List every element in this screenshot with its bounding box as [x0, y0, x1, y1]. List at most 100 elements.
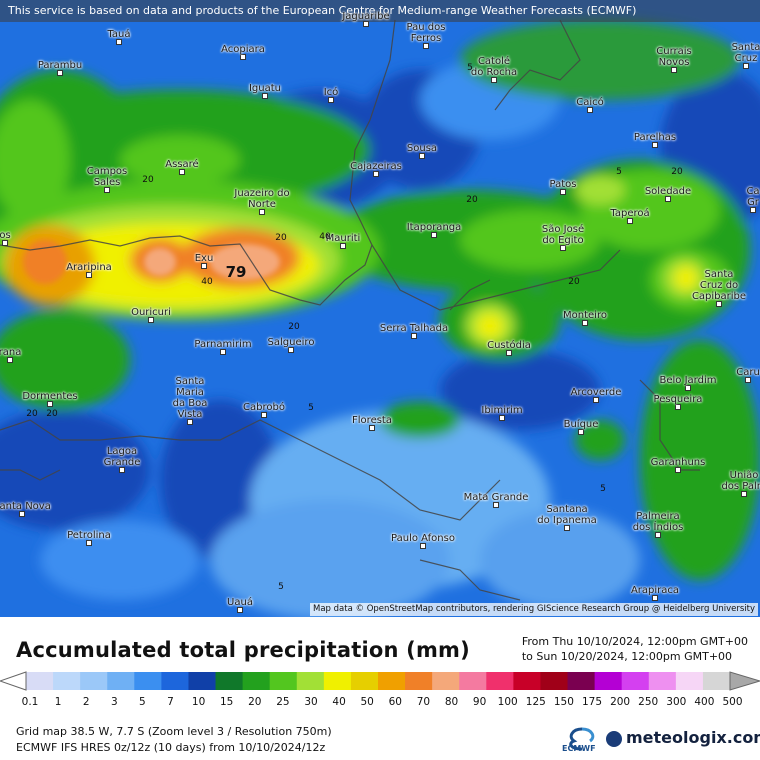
city-marker: [148, 317, 154, 323]
city-label: Taperoá: [610, 208, 650, 219]
city-label: Juazeiro do Norte: [234, 188, 290, 210]
scale-swatch: [675, 672, 704, 690]
city-marker: [201, 263, 207, 269]
scale-level-label: 30: [304, 696, 318, 708]
city-label: Monteiro: [563, 310, 607, 321]
city-label: Santa Cruz: [731, 42, 760, 64]
meteologix-logo-icon: [606, 731, 622, 747]
city-marker: [420, 543, 426, 549]
scale-swatch: [107, 672, 135, 690]
scale-level-label: 0.1: [21, 696, 39, 708]
scale-level-label: 400: [694, 696, 715, 708]
city-marker: [671, 67, 677, 73]
city-marker: [328, 97, 334, 103]
city-label: Palmeira dos Índios: [632, 511, 684, 533]
contour-value-label: 20: [466, 195, 478, 205]
city-marker: [560, 245, 566, 251]
precipitation-field: [0, 0, 760, 617]
city-label: Caru: [736, 367, 760, 378]
city-marker: [423, 43, 429, 49]
contour-value-label: 5: [616, 167, 622, 177]
max-precip-label: 79: [225, 263, 247, 281]
scale-swatch: [80, 672, 108, 690]
scale-level-label: 60: [388, 696, 402, 708]
city-marker: [261, 412, 267, 418]
scale-level-label: 7: [167, 696, 174, 708]
city-label: Arcoverde: [570, 387, 622, 398]
city-marker: [743, 63, 749, 69]
city-label: Exu: [194, 253, 214, 264]
city-label: os: [0, 230, 11, 241]
scale-swatch: [378, 672, 406, 690]
scale-swatch: [134, 672, 162, 690]
city-label: Paulo Afonso: [391, 533, 455, 544]
scale-level-label: 125: [525, 696, 546, 708]
scale-swatch: [161, 672, 189, 690]
precipitation-map[interactable]: This service is based on data and produc…: [0, 0, 760, 617]
city-marker: [419, 153, 425, 159]
city-label: Ouricuri: [131, 307, 171, 318]
map-attribution[interactable]: Map data © OpenStreetMap contributors, r…: [310, 603, 758, 616]
contour-value-label: 5: [278, 582, 284, 592]
city-label: Tauá: [107, 29, 131, 40]
scale-level-label: 250: [638, 696, 659, 708]
scale-swatch: [350, 672, 379, 690]
city-marker: [240, 54, 246, 60]
city-label: São José do Egito: [541, 224, 585, 246]
scale-swatch: [215, 672, 244, 690]
scale-level-label: 80: [444, 696, 459, 708]
scale-level-label: 200: [610, 696, 631, 708]
city-marker: [187, 419, 193, 425]
city-marker: [685, 385, 691, 391]
scale-swatch: [567, 672, 596, 690]
city-marker: [363, 21, 369, 27]
city-marker: [369, 425, 375, 431]
city-label: Buíque: [563, 419, 599, 430]
scale-right-arrow: [729, 671, 760, 691]
city-marker: [373, 171, 379, 177]
city-label: Currais Novos: [656, 46, 692, 68]
contour-value-label: 40: [319, 232, 331, 242]
city-marker: [578, 429, 584, 435]
contour-value-label: 20: [671, 167, 683, 177]
city-label: Custódia: [487, 340, 531, 351]
scale-swatch: [269, 672, 298, 690]
city-label: Sousa: [406, 143, 438, 154]
scale-level-label: 25: [276, 696, 290, 708]
scale-level-label: 100: [497, 696, 518, 708]
city-label: Acopiara: [221, 44, 265, 55]
period-from: From Thu 10/10/2024, 12:00pm GMT+00: [521, 635, 748, 648]
city-label: Parnamirim: [194, 339, 252, 350]
city-marker: [675, 404, 681, 410]
city-marker: [741, 491, 747, 497]
city-marker: [750, 207, 756, 213]
city-marker: [655, 532, 661, 538]
city-label: Araripina: [66, 262, 112, 273]
city-marker: [493, 502, 499, 508]
contour-value-label: 5: [308, 403, 314, 413]
contour-value-label: 40: [201, 277, 213, 287]
legend-title: Accumulated total precipitation (mm): [16, 638, 470, 662]
city-label: Catolé do Rocha: [470, 56, 518, 78]
city-label: Parelhas: [633, 132, 677, 143]
scale-swatch: [188, 672, 217, 690]
city-marker: [57, 70, 63, 76]
city-label: Pesqueira: [653, 394, 703, 405]
scale-swatch: [513, 672, 541, 690]
city-label: rana: [0, 347, 22, 358]
grid-info: Grid map 38.5 W, 7.7 S (Zoom level 3 / R…: [16, 724, 332, 756]
city-marker: [491, 77, 497, 83]
contour-value-label: 20: [568, 277, 580, 287]
city-marker: [627, 218, 633, 224]
city-marker: [119, 467, 125, 473]
city-marker: [560, 189, 566, 195]
city-label: Jaguaribe: [342, 11, 390, 22]
city-marker: [411, 333, 417, 339]
scale-swatch: [405, 672, 433, 690]
scale-level-label: 2: [82, 696, 90, 708]
meteologix-brand[interactable]: meteologix.com: [626, 728, 760, 747]
city-marker: [675, 467, 681, 473]
city-marker: [86, 272, 92, 278]
city-marker: [745, 377, 751, 383]
